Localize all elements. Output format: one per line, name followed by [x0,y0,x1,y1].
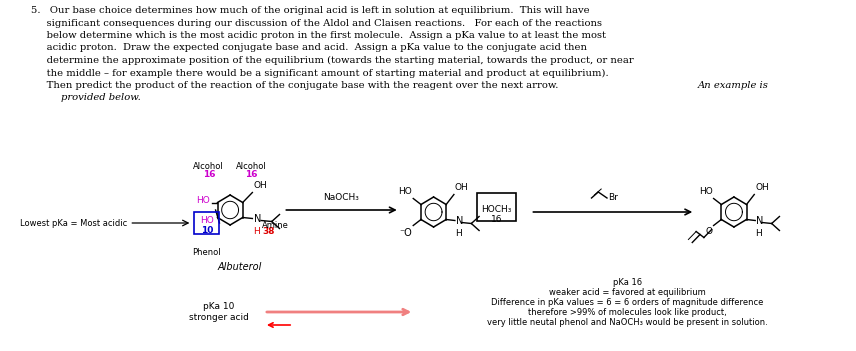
Text: N: N [456,217,463,226]
Text: pKa 10: pKa 10 [203,302,235,311]
Text: OH: OH [455,184,468,192]
Text: Br: Br [608,192,618,201]
Text: the middle – for example there would be a significant amount of starting materia: the middle – for example there would be … [32,68,609,78]
Text: therefore >99% of molecules look like product,: therefore >99% of molecules look like pr… [528,308,727,317]
Text: H: H [755,229,762,238]
Text: stronger acid: stronger acid [188,313,248,322]
Text: 5.   Our base choice determines how much of the original acid is left in solutio: 5. Our base choice determines how much o… [32,6,590,15]
Text: O: O [705,226,712,236]
Text: HO: HO [200,216,214,225]
Bar [477,193,516,221]
Text: acidic proton.  Draw the expected conjugate base and acid.  Assign a pKa value t: acidic proton. Draw the expected conjuga… [32,44,587,53]
Text: significant consequences during our discussion of the Aldol and Claisen reaction: significant consequences during our disc… [32,19,603,27]
Text: HO: HO [698,187,712,197]
Text: 38: 38 [262,226,275,236]
Text: OH: OH [755,184,769,192]
Text: 10: 10 [200,226,213,235]
Text: H: H [253,226,260,236]
Text: HO: HO [399,187,413,197]
Text: Amine: Amine [262,220,289,230]
Text: Difference in pKa values = 6 = 6 orders of magnitude difference: Difference in pKa values = 6 = 6 orders … [491,298,764,307]
Text: HOCH₃: HOCH₃ [481,205,512,214]
Text: below determine which is the most acidic proton in the first molecule.  Assign a: below determine which is the most acidic… [32,31,607,40]
Text: Alcohol: Alcohol [236,162,267,171]
Text: determine the approximate position of the equilibrium (towards the starting mate: determine the approximate position of th… [32,56,634,65]
Text: pKa 16: pKa 16 [613,278,642,287]
Text: weaker acid = favored at equilibrium: weaker acid = favored at equilibrium [549,288,705,297]
Text: Then predict the product of the reaction of the conjugate base with the reagent : Then predict the product of the reaction… [32,81,565,90]
Text: OH: OH [253,181,267,191]
Text: N: N [756,217,764,226]
Text: 16: 16 [203,170,215,179]
Text: ⁻O: ⁻O [400,227,413,238]
Text: H: H [455,229,461,238]
Text: very little neutal phenol and NaOCH₃ would be present in solution.: very little neutal phenol and NaOCH₃ wou… [487,318,768,327]
Text: HO: HO [196,196,210,205]
Text: 16: 16 [490,215,502,224]
Text: Albuterol: Albuterol [217,262,262,272]
Text: An example is: An example is [698,81,769,90]
Text: Alcohol: Alcohol [193,162,224,171]
Text: provided below.: provided below. [61,93,140,102]
Text: Phenol: Phenol [193,248,221,257]
Text: Lowest pKa = Most acidic: Lowest pKa = Most acidic [21,219,128,227]
Text: NaOCH₃: NaOCH₃ [324,193,360,202]
Text: 16: 16 [245,170,258,179]
Text: N: N [254,213,262,224]
Bar [194,212,219,234]
